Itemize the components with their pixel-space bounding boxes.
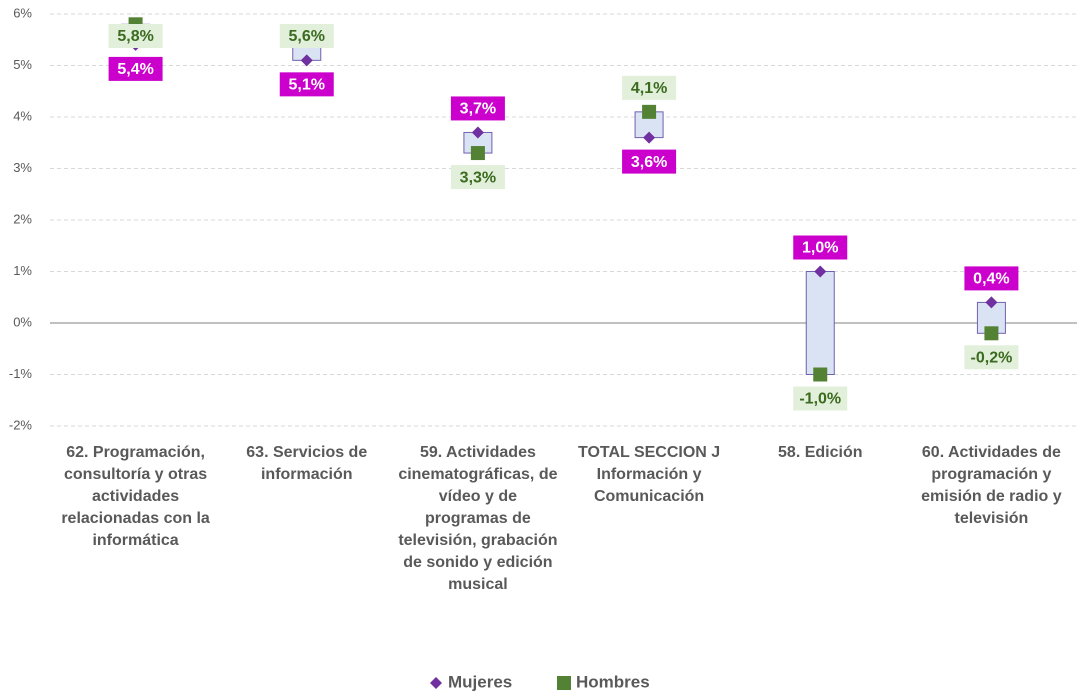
data-label-bg: [279, 72, 334, 97]
data-label: 3,6%: [631, 154, 667, 171]
data-label-bg: [450, 165, 505, 190]
data-label: 5,6%: [289, 28, 325, 45]
y-tick-label: -1%: [9, 366, 33, 381]
x-tick-label: 63. Servicios de información: [246, 444, 368, 483]
y-tick-label: 3%: [13, 160, 32, 175]
range-box: [805, 271, 835, 375]
marker-hombres: [470, 146, 485, 161]
y-tick-label: 4%: [13, 108, 32, 123]
data-label-bg: [108, 56, 163, 81]
marker-mujeres: [814, 265, 827, 278]
data-label-bg: [793, 235, 848, 260]
legend-marker: [557, 676, 571, 690]
marker-mujeres: [471, 126, 484, 139]
marker-hombres: [984, 326, 999, 341]
data-label: 3,7%: [460, 101, 496, 118]
x-tick-label: 58. Edición: [778, 444, 863, 461]
marker-mujeres: [985, 296, 998, 309]
y-tick-label: 1%: [13, 263, 32, 278]
data-label-bg: [964, 266, 1019, 291]
data-label-bg: [622, 149, 677, 174]
x-tick-label: 60. Actividades de programación y emisió…: [921, 444, 1062, 527]
data-label-bg: [622, 75, 677, 100]
data-label-bg: [964, 345, 1019, 370]
marker-mujeres: [643, 131, 656, 144]
y-tick-label: 2%: [13, 211, 32, 226]
data-label: 4,1%: [631, 80, 667, 97]
legend-label: Hombres: [576, 672, 650, 691]
legend-label: Mujeres: [448, 672, 512, 691]
data-label: 5,8%: [117, 28, 153, 45]
data-label: -0,2%: [971, 350, 1013, 367]
x-tick-label: 62. Programación, consultoría y otras ac…: [61, 444, 210, 549]
data-label: 3,3%: [460, 169, 496, 186]
data-label: 5,1%: [289, 77, 325, 94]
data-label-bg: [108, 24, 163, 48]
marker-mujeres: [300, 54, 313, 67]
y-tick-label: 0%: [13, 314, 32, 329]
data-label-bg: [793, 386, 848, 411]
marker-hombres: [813, 367, 828, 382]
data-label: 1,0%: [802, 240, 838, 257]
data-label: -1,0%: [799, 391, 841, 408]
x-tick-label: 59. Actividades cinematográficas, de víd…: [398, 444, 558, 593]
data-label-bg: [279, 24, 334, 48]
legend-marker: [430, 677, 442, 689]
y-tick-label: -2%: [9, 417, 33, 432]
data-label: 0,4%: [973, 271, 1009, 288]
y-tick-label: 5%: [13, 57, 32, 72]
data-label-bg: [450, 96, 505, 121]
marker-hombres: [642, 104, 657, 119]
data-label: 5,4%: [117, 61, 153, 78]
y-tick-label: 6%: [13, 5, 32, 20]
x-tick-label: TOTAL SECCION J Información y Comunicaci…: [577, 444, 721, 505]
